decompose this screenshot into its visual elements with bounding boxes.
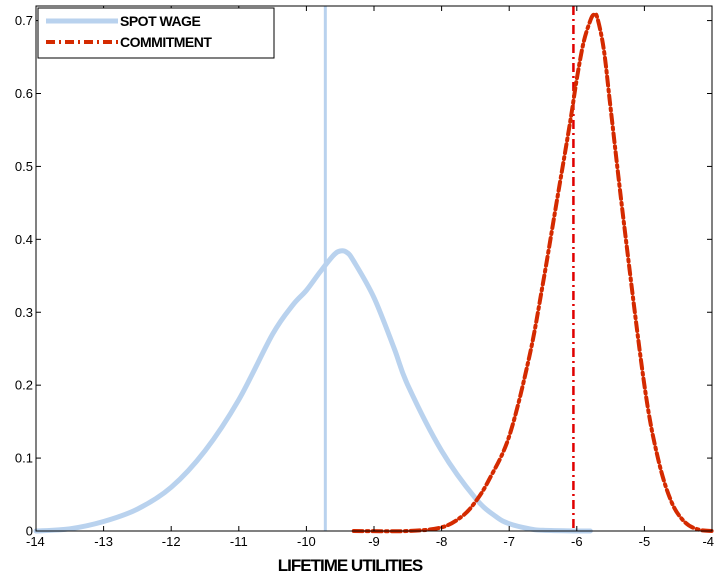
x-tick-label: -14	[26, 534, 45, 549]
x-tick-label: -12	[162, 534, 181, 549]
x-tick-label: -6	[571, 534, 583, 549]
plot-area-frame	[35, 5, 713, 532]
y-tick-label: 0.4	[15, 232, 33, 247]
x-tick-label: -8	[436, 534, 448, 549]
series-line-commitment	[351, 11, 714, 534]
series-line-spot-wage	[33, 248, 593, 534]
x-tick-label: -10	[297, 534, 316, 549]
x-tick-label: -11	[230, 534, 248, 549]
legend-label-commitment: COMMITMENT	[120, 34, 212, 50]
y-tick-label: 0.5	[15, 159, 33, 174]
legend-label-spot-wage: SPOT WAGE	[120, 13, 200, 29]
x-tick-label: -5	[639, 534, 651, 549]
y-tick-label: 0.3	[15, 305, 33, 320]
y-tick-label: 0.6	[15, 86, 33, 101]
legend-box	[37, 7, 275, 59]
y-tick-label: 0.2	[15, 378, 33, 393]
x-axis-title: LIFETIME UTILITIES	[278, 556, 423, 575]
x-tick-label: -4	[702, 534, 714, 549]
y-tick-label: 0.1	[15, 451, 33, 466]
x-tick-label: -9	[368, 534, 380, 549]
y-tick-label: 0.7	[15, 13, 33, 28]
x-tick-label: -13	[94, 534, 113, 549]
x-tick-label: -7	[503, 534, 515, 549]
legend: SPOT WAGE COMMITMENT	[37, 7, 275, 59]
y-tick-label: 0	[26, 524, 33, 539]
